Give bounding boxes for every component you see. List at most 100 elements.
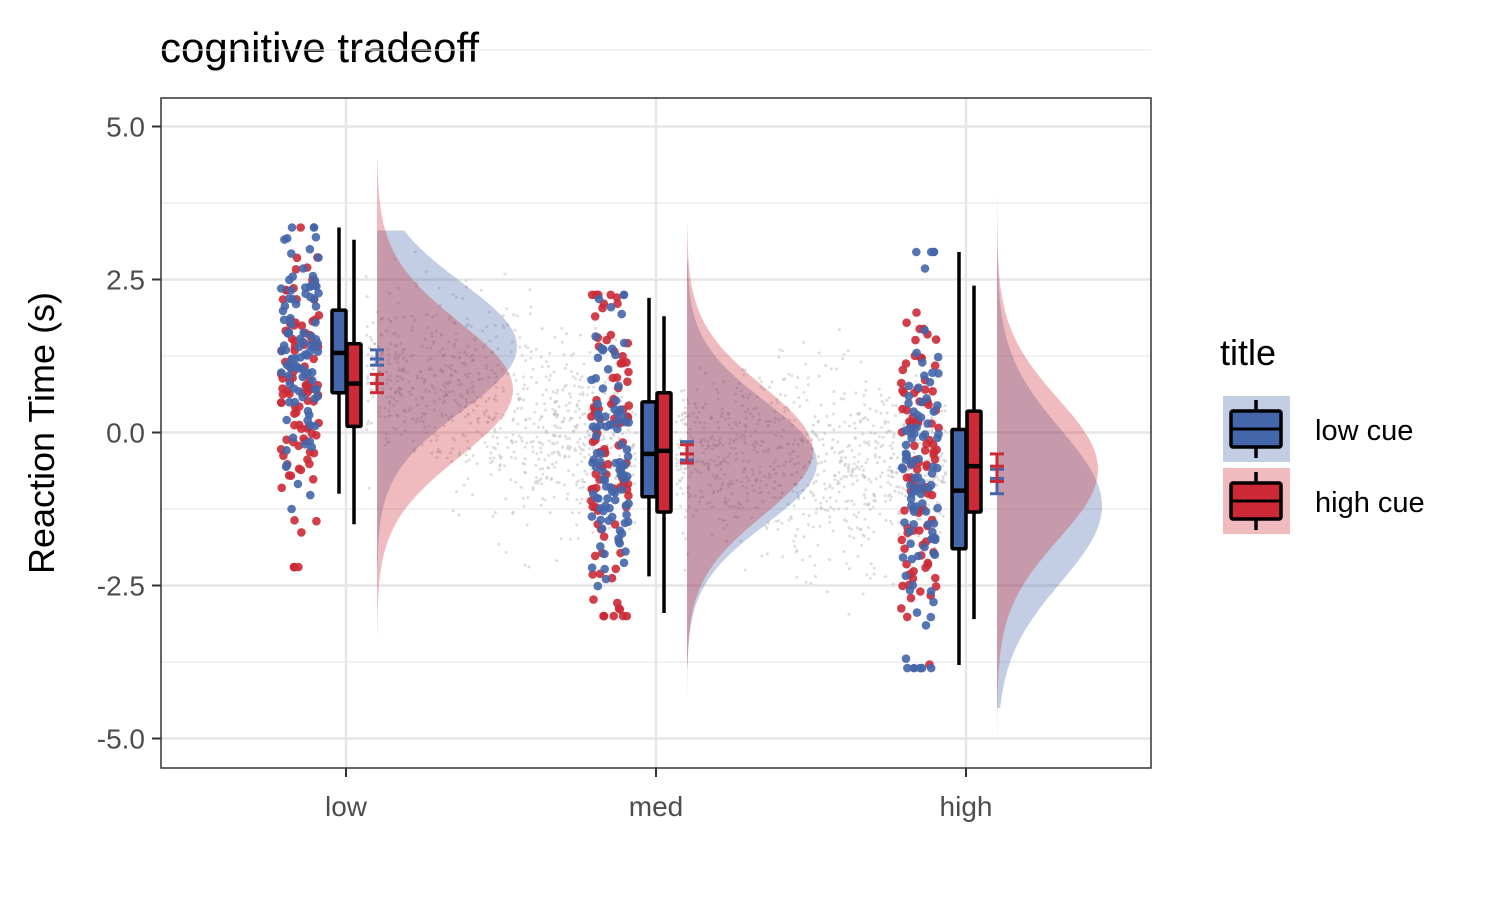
background-point <box>452 342 456 346</box>
background-point <box>714 444 718 448</box>
background-point <box>821 443 825 447</box>
background-point <box>883 494 887 497</box>
background-point <box>925 479 929 483</box>
background-point <box>829 367 833 371</box>
background-point <box>720 407 724 411</box>
high-cue-raw-point <box>906 593 916 603</box>
background-point <box>864 380 868 383</box>
background-point <box>764 483 768 487</box>
background-point <box>818 524 822 528</box>
background-point <box>884 499 888 503</box>
low-cue-raw-point <box>290 397 300 407</box>
background-point <box>380 351 384 355</box>
background-point <box>484 400 488 404</box>
background-point <box>518 345 522 349</box>
low-cue-raw-point <box>929 407 939 416</box>
background-point <box>612 392 616 396</box>
background-point <box>418 419 422 423</box>
background-point <box>578 416 582 420</box>
background-point <box>493 430 497 434</box>
background-point <box>575 372 579 376</box>
background-point <box>791 423 795 427</box>
background-point <box>394 389 398 393</box>
background-point <box>549 373 553 377</box>
low-cue-raw-point <box>934 429 943 439</box>
background-point <box>808 461 811 465</box>
background-point <box>868 407 872 411</box>
background-point <box>885 411 889 415</box>
background-point <box>780 521 784 525</box>
background-point <box>890 522 894 526</box>
background-point <box>534 347 538 351</box>
raw-points-low <box>276 223 324 572</box>
mean-se-high-cue-med <box>680 443 694 465</box>
background-point <box>677 446 681 449</box>
low-cue-raw-point <box>587 512 597 521</box>
background-point <box>791 489 795 493</box>
background-point <box>914 374 918 377</box>
background-point <box>451 436 455 440</box>
low-cue-raw-point <box>603 365 613 374</box>
background-point <box>506 372 510 376</box>
background-point <box>774 457 778 461</box>
background-point <box>764 420 768 423</box>
background-point <box>755 395 759 399</box>
background-point <box>709 484 713 488</box>
background-point <box>686 486 690 490</box>
background-point <box>832 507 836 511</box>
background-point <box>715 475 719 479</box>
background-point <box>495 385 499 389</box>
background-point <box>464 363 468 367</box>
background-point <box>484 356 488 360</box>
high-cue-raw-point <box>610 520 620 529</box>
background-point <box>529 356 533 360</box>
background-point <box>793 482 796 486</box>
background-point <box>776 446 779 450</box>
background-point <box>699 439 703 443</box>
background-point <box>879 445 883 449</box>
background-point <box>454 295 458 299</box>
background-point <box>539 446 543 450</box>
background-point <box>808 554 812 558</box>
low-cue-raw-point <box>918 499 927 508</box>
background-point <box>512 313 516 317</box>
background-point <box>587 453 591 457</box>
low-cue-raw-point <box>921 621 931 630</box>
background-point <box>518 336 522 340</box>
legend-item-low-cue: low cue <box>1223 396 1413 462</box>
background-point <box>397 386 401 390</box>
background-point <box>556 388 559 392</box>
background-point <box>698 500 701 503</box>
background-point <box>836 482 840 486</box>
background-point <box>544 360 548 364</box>
background-point <box>874 477 878 481</box>
background-point <box>942 458 946 462</box>
background-point <box>733 420 737 424</box>
background-point <box>792 450 796 453</box>
background-point <box>680 413 684 417</box>
background-point <box>761 440 765 444</box>
background-point <box>487 397 491 401</box>
background-point <box>519 397 522 401</box>
background-point <box>631 410 635 414</box>
background-point <box>895 471 899 475</box>
background-point <box>523 470 527 474</box>
background-point <box>676 468 680 472</box>
background-point <box>587 385 591 389</box>
background-point <box>859 528 863 532</box>
high-cue-raw-point <box>588 570 597 579</box>
background-point <box>713 444 717 448</box>
background-point <box>585 429 589 433</box>
background-point <box>384 432 388 436</box>
low-cue-raw-point <box>592 493 602 503</box>
background-point <box>684 415 688 419</box>
background-point <box>592 385 596 389</box>
background-point <box>863 416 867 420</box>
low-cue-raw-point <box>914 383 923 393</box>
background-point <box>493 511 497 515</box>
background-point <box>811 492 815 495</box>
background-point <box>765 527 769 530</box>
background-point <box>737 506 741 510</box>
background-point <box>845 475 849 479</box>
